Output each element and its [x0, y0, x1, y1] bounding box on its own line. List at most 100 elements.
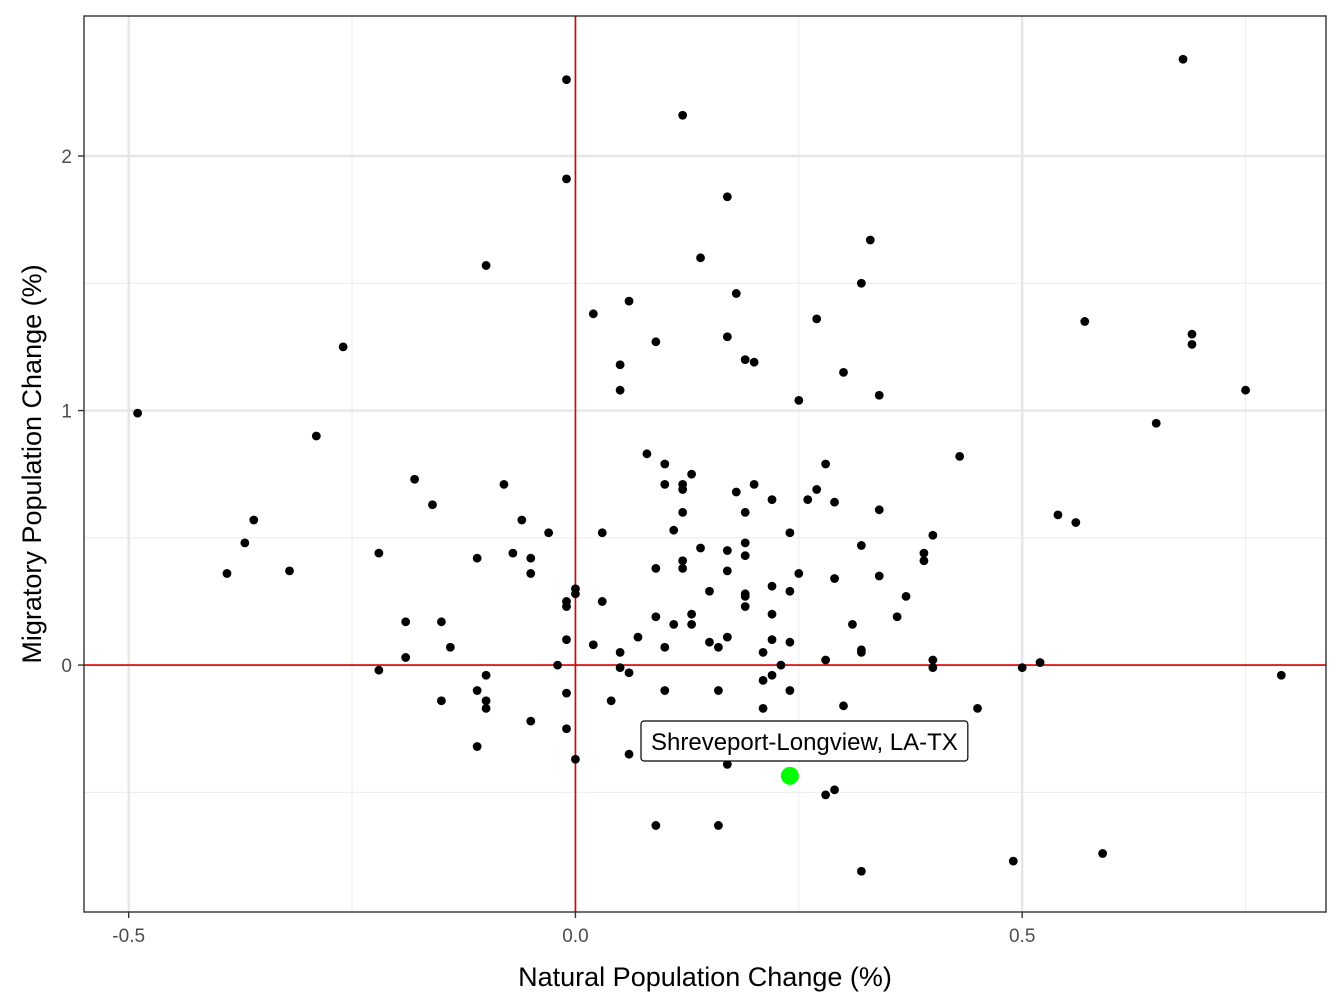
data-point — [597, 528, 607, 538]
data-point — [874, 571, 884, 581]
panel-border — [83, 15, 1327, 913]
data-point — [821, 790, 831, 800]
data-point — [562, 602, 571, 611]
data-point — [499, 479, 509, 489]
y-axis: 0 1 2 — [61, 147, 84, 677]
data-point — [812, 314, 822, 324]
data-point — [472, 686, 482, 695]
data-point — [651, 337, 661, 347]
y-tick-label: 1 — [61, 402, 72, 423]
data-point — [722, 546, 732, 555]
data-point — [696, 543, 705, 553]
data-point — [696, 253, 705, 263]
data-point — [669, 619, 679, 629]
data-point — [606, 696, 616, 706]
data-point — [928, 663, 938, 673]
data-point — [731, 487, 741, 497]
data-point — [588, 640, 598, 650]
data-point — [794, 395, 804, 405]
data-point — [758, 647, 768, 657]
data-point — [1241, 385, 1250, 395]
data-point — [830, 497, 839, 507]
data-point — [687, 619, 696, 629]
data-point — [651, 563, 661, 573]
data-point — [615, 663, 625, 673]
data-point — [624, 296, 634, 306]
data-point — [678, 563, 688, 573]
data-point — [785, 528, 795, 538]
highlight-callout: Shreveport-Longview, LA-TX — [640, 720, 969, 785]
data-point — [749, 357, 759, 367]
data-point — [660, 642, 670, 652]
data-point — [1098, 849, 1108, 858]
data-point — [740, 507, 750, 517]
data-point — [472, 553, 482, 563]
x-axis: -0.5 0.0 0.5 — [112, 912, 1035, 947]
data-point — [848, 619, 857, 629]
data-point — [428, 500, 437, 510]
data-point — [401, 617, 411, 627]
data-point — [714, 686, 723, 695]
data-point — [767, 581, 777, 591]
data-point — [562, 635, 571, 645]
data-point — [615, 385, 625, 395]
data-point — [767, 635, 777, 645]
data-point — [222, 569, 232, 578]
data-point — [678, 556, 688, 566]
data-point — [481, 670, 491, 680]
data-point — [874, 390, 884, 400]
data-point — [928, 530, 938, 540]
data-point — [472, 742, 482, 751]
data-point — [1017, 663, 1027, 673]
data-point — [624, 668, 634, 678]
data-point — [660, 686, 670, 695]
data-point — [133, 408, 143, 418]
data-point — [919, 548, 929, 558]
data-point — [633, 632, 643, 642]
data-point — [562, 174, 571, 184]
data-point — [338, 342, 348, 352]
data-point — [785, 586, 795, 596]
data-point — [437, 617, 446, 627]
data-point — [1080, 317, 1090, 326]
data-point — [973, 703, 982, 713]
data-point — [562, 75, 571, 85]
data-point — [856, 541, 866, 550]
data-point — [767, 670, 777, 680]
data-point — [526, 553, 536, 563]
data-point — [624, 749, 634, 759]
data-point — [285, 566, 294, 576]
data-point — [821, 655, 831, 665]
data-point — [544, 528, 554, 538]
data-point — [571, 589, 580, 599]
data-point — [374, 665, 384, 675]
data-point — [562, 724, 571, 734]
data-point — [481, 703, 491, 713]
data-point — [919, 556, 929, 566]
data-point — [481, 261, 491, 270]
data-point — [785, 637, 795, 647]
data-point — [785, 686, 795, 695]
data-point — [410, 474, 420, 484]
data-point — [1187, 339, 1197, 349]
data-point — [722, 192, 732, 202]
data-point — [892, 612, 902, 622]
data-point — [678, 110, 688, 120]
panel-background — [84, 16, 1326, 912]
data-point — [669, 525, 679, 535]
data-point — [526, 569, 536, 578]
data-point — [812, 485, 822, 494]
data-point — [839, 701, 848, 711]
data-point — [374, 548, 384, 558]
data-point — [740, 551, 750, 561]
data-point — [901, 591, 911, 601]
data-point — [562, 688, 571, 698]
data-point — [856, 647, 866, 657]
data-point — [705, 637, 714, 647]
data-point — [1151, 418, 1161, 428]
x-axis-title: Natural Population Change (%) — [518, 962, 892, 992]
data-point — [830, 574, 839, 583]
x-tick-label: 0.5 — [1009, 926, 1035, 947]
y-axis-title: Migratory Population Change (%) — [17, 264, 47, 663]
